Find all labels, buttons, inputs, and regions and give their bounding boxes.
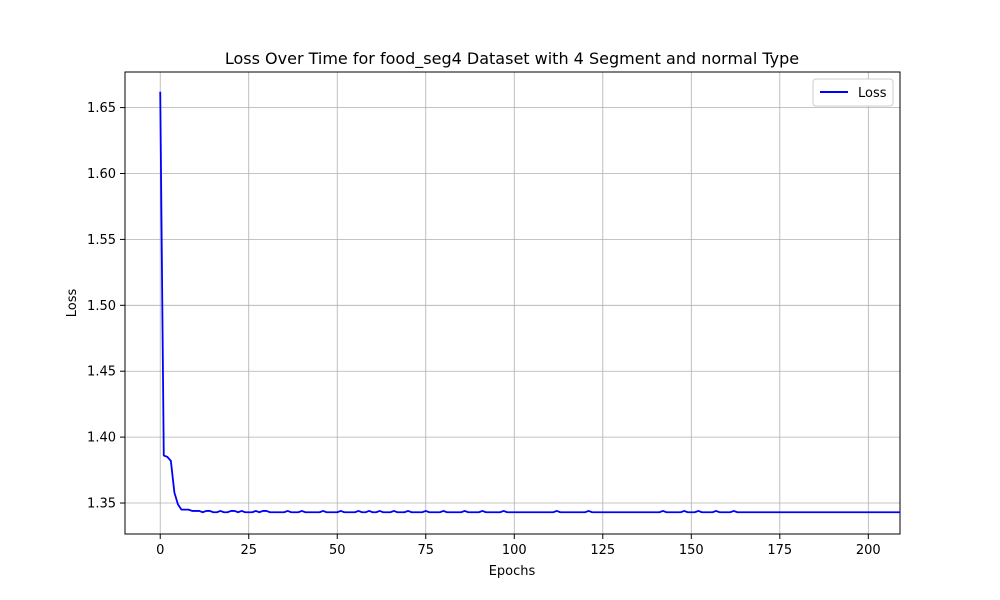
series-layer (159, 91, 901, 514)
y-tick-label: 1.50 (87, 299, 116, 314)
y-tick-label: 1.35 (87, 497, 116, 512)
x-tick-label: 75 (417, 543, 434, 558)
grid-lines (125, 72, 900, 534)
x-tick-label: 25 (240, 543, 257, 558)
x-tick-label: 200 (856, 543, 881, 558)
x-tick-label: 0 (156, 543, 164, 558)
y-tick-label: 1.55 (87, 233, 116, 248)
series-line-loss (159, 91, 901, 514)
chart-title: Loss Over Time for food_seg4 Dataset wit… (225, 49, 799, 69)
y-tick-label: 1.60 (87, 167, 116, 182)
x-tick-label: 150 (679, 543, 704, 558)
plot-area-frame (124, 71, 901, 535)
y-tick-label: 1.40 (87, 431, 116, 446)
x-tick-label: 50 (329, 543, 346, 558)
y-axis-title: Loss (65, 289, 80, 318)
y-tick-label: 1.65 (87, 101, 116, 116)
x-axis-ticks: 0 25 50 75 100 125 150 175 200 (156, 534, 881, 558)
legend-box (812, 78, 894, 107)
x-tick-label: 125 (590, 543, 615, 558)
x-tick-label: 100 (502, 543, 527, 558)
y-axis-ticks: 1.35 1.40 1.45 1.50 1.55 1.60 1.65 (87, 101, 125, 512)
x-axis-title: Epochs (489, 564, 536, 579)
legend: Loss (812, 78, 894, 107)
y-tick-label: 1.45 (87, 365, 116, 380)
x-tick-label: 175 (767, 543, 792, 558)
legend-label-loss: Loss (858, 86, 887, 101)
